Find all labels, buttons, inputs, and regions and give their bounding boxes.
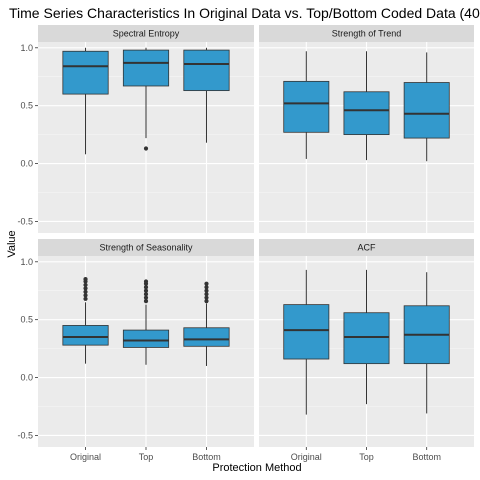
y-tick-label: 1.0 (20, 257, 33, 267)
x-tick-label-original: Original (70, 452, 101, 462)
box-iqr (403, 82, 450, 139)
strip-spectral-entropy (38, 25, 254, 42)
outlier-point (204, 288, 209, 293)
box-spectral-entropy-original (62, 47, 109, 155)
outlier-point (83, 296, 88, 301)
y-tick-label: 0.5 (20, 315, 33, 325)
y-tick-label: 0.0 (20, 159, 33, 169)
strip-label-strength-of-trend: Strength of Trend (332, 29, 402, 39)
outlier-point (143, 299, 149, 304)
y-tick-label: 0.5 (20, 101, 33, 111)
outlier-point (204, 292, 209, 297)
x-axis-title: Protection Method (212, 462, 301, 474)
x-tick-label-original: Original (291, 452, 322, 462)
box-iqr (283, 80, 330, 133)
facet-strength-of-seasonality: Strength of Seasonality -0.5 0.0 0.5 1.0 (17, 239, 254, 447)
chart-title: Time Series Characteristics In Original … (9, 5, 480, 21)
outlier-point (83, 277, 88, 282)
box-iqr (62, 50, 109, 95)
box-acf-bottom (403, 272, 450, 414)
strip-acf (259, 239, 474, 256)
strip-label-spectral-entropy: Spectral Entropy (113, 29, 180, 39)
box-iqr (343, 91, 390, 136)
box-acf-original (283, 269, 330, 415)
outlier-point (143, 295, 149, 300)
facet-spectral-entropy: Spectral Entropy -0.5 0.0 0.5 1.0 (17, 25, 254, 233)
outlier-point (83, 282, 88, 288)
box-iqr (122, 329, 170, 348)
outlier-point (143, 292, 149, 297)
box-spectral-entropy-bottom (183, 47, 230, 143)
x-tick-label-bottom: Bottom (412, 452, 441, 462)
box-strength-of-trend-original (283, 51, 330, 159)
box-strength-of-trend-bottom (403, 52, 450, 162)
strip-label-strength-of-seasonality: Strength of Seasonality (99, 243, 193, 253)
box-iqr (62, 325, 109, 346)
y-tick-label: 1.0 (20, 43, 33, 53)
box-strength-of-seasonality-top (122, 279, 170, 365)
box-iqr (122, 49, 170, 87)
strip-label-acf: ACF (358, 243, 377, 253)
outlier-point (83, 293, 88, 298)
x-tick-label-top: Top (359, 452, 374, 462)
box-strength-of-seasonality-original (62, 277, 109, 364)
y-tick-label: -0.5 (17, 430, 33, 440)
box-iqr (283, 304, 330, 360)
outlier-point (143, 146, 149, 151)
outlier-point (143, 288, 149, 293)
facet-acf: ACF (259, 239, 474, 447)
y-tick-label: -0.5 (17, 216, 33, 226)
outlier-point (204, 295, 209, 300)
box-spectral-entropy-top (122, 47, 170, 151)
outlier-point (204, 281, 209, 286)
outlier-point (204, 299, 209, 304)
box-acf-top (343, 269, 390, 405)
strip-strength-of-trend (259, 25, 474, 42)
strip-strength-of-seasonality (38, 239, 254, 256)
box-iqr (183, 49, 230, 92)
y-tick-label: 0.0 (20, 373, 33, 383)
box-strength-of-trend-top (343, 51, 390, 161)
facet-strength-of-trend: Strength of Trend (259, 25, 474, 233)
x-tick-label-bottom: Bottom (192, 452, 221, 462)
box-iqr (343, 312, 390, 365)
x-axis-ticks: Original Top Bottom Original Top Bottom (70, 447, 441, 462)
outlier-point (143, 279, 149, 284)
box-iqr (183, 327, 230, 347)
outlier-point (83, 286, 88, 291)
y-axis-title: Value (6, 230, 18, 257)
x-tick-label-top: Top (139, 452, 154, 462)
outlier-point (83, 289, 88, 294)
outlier-point (143, 285, 149, 290)
outlier-point (204, 285, 209, 290)
box-strength-of-seasonality-bottom (183, 281, 230, 366)
